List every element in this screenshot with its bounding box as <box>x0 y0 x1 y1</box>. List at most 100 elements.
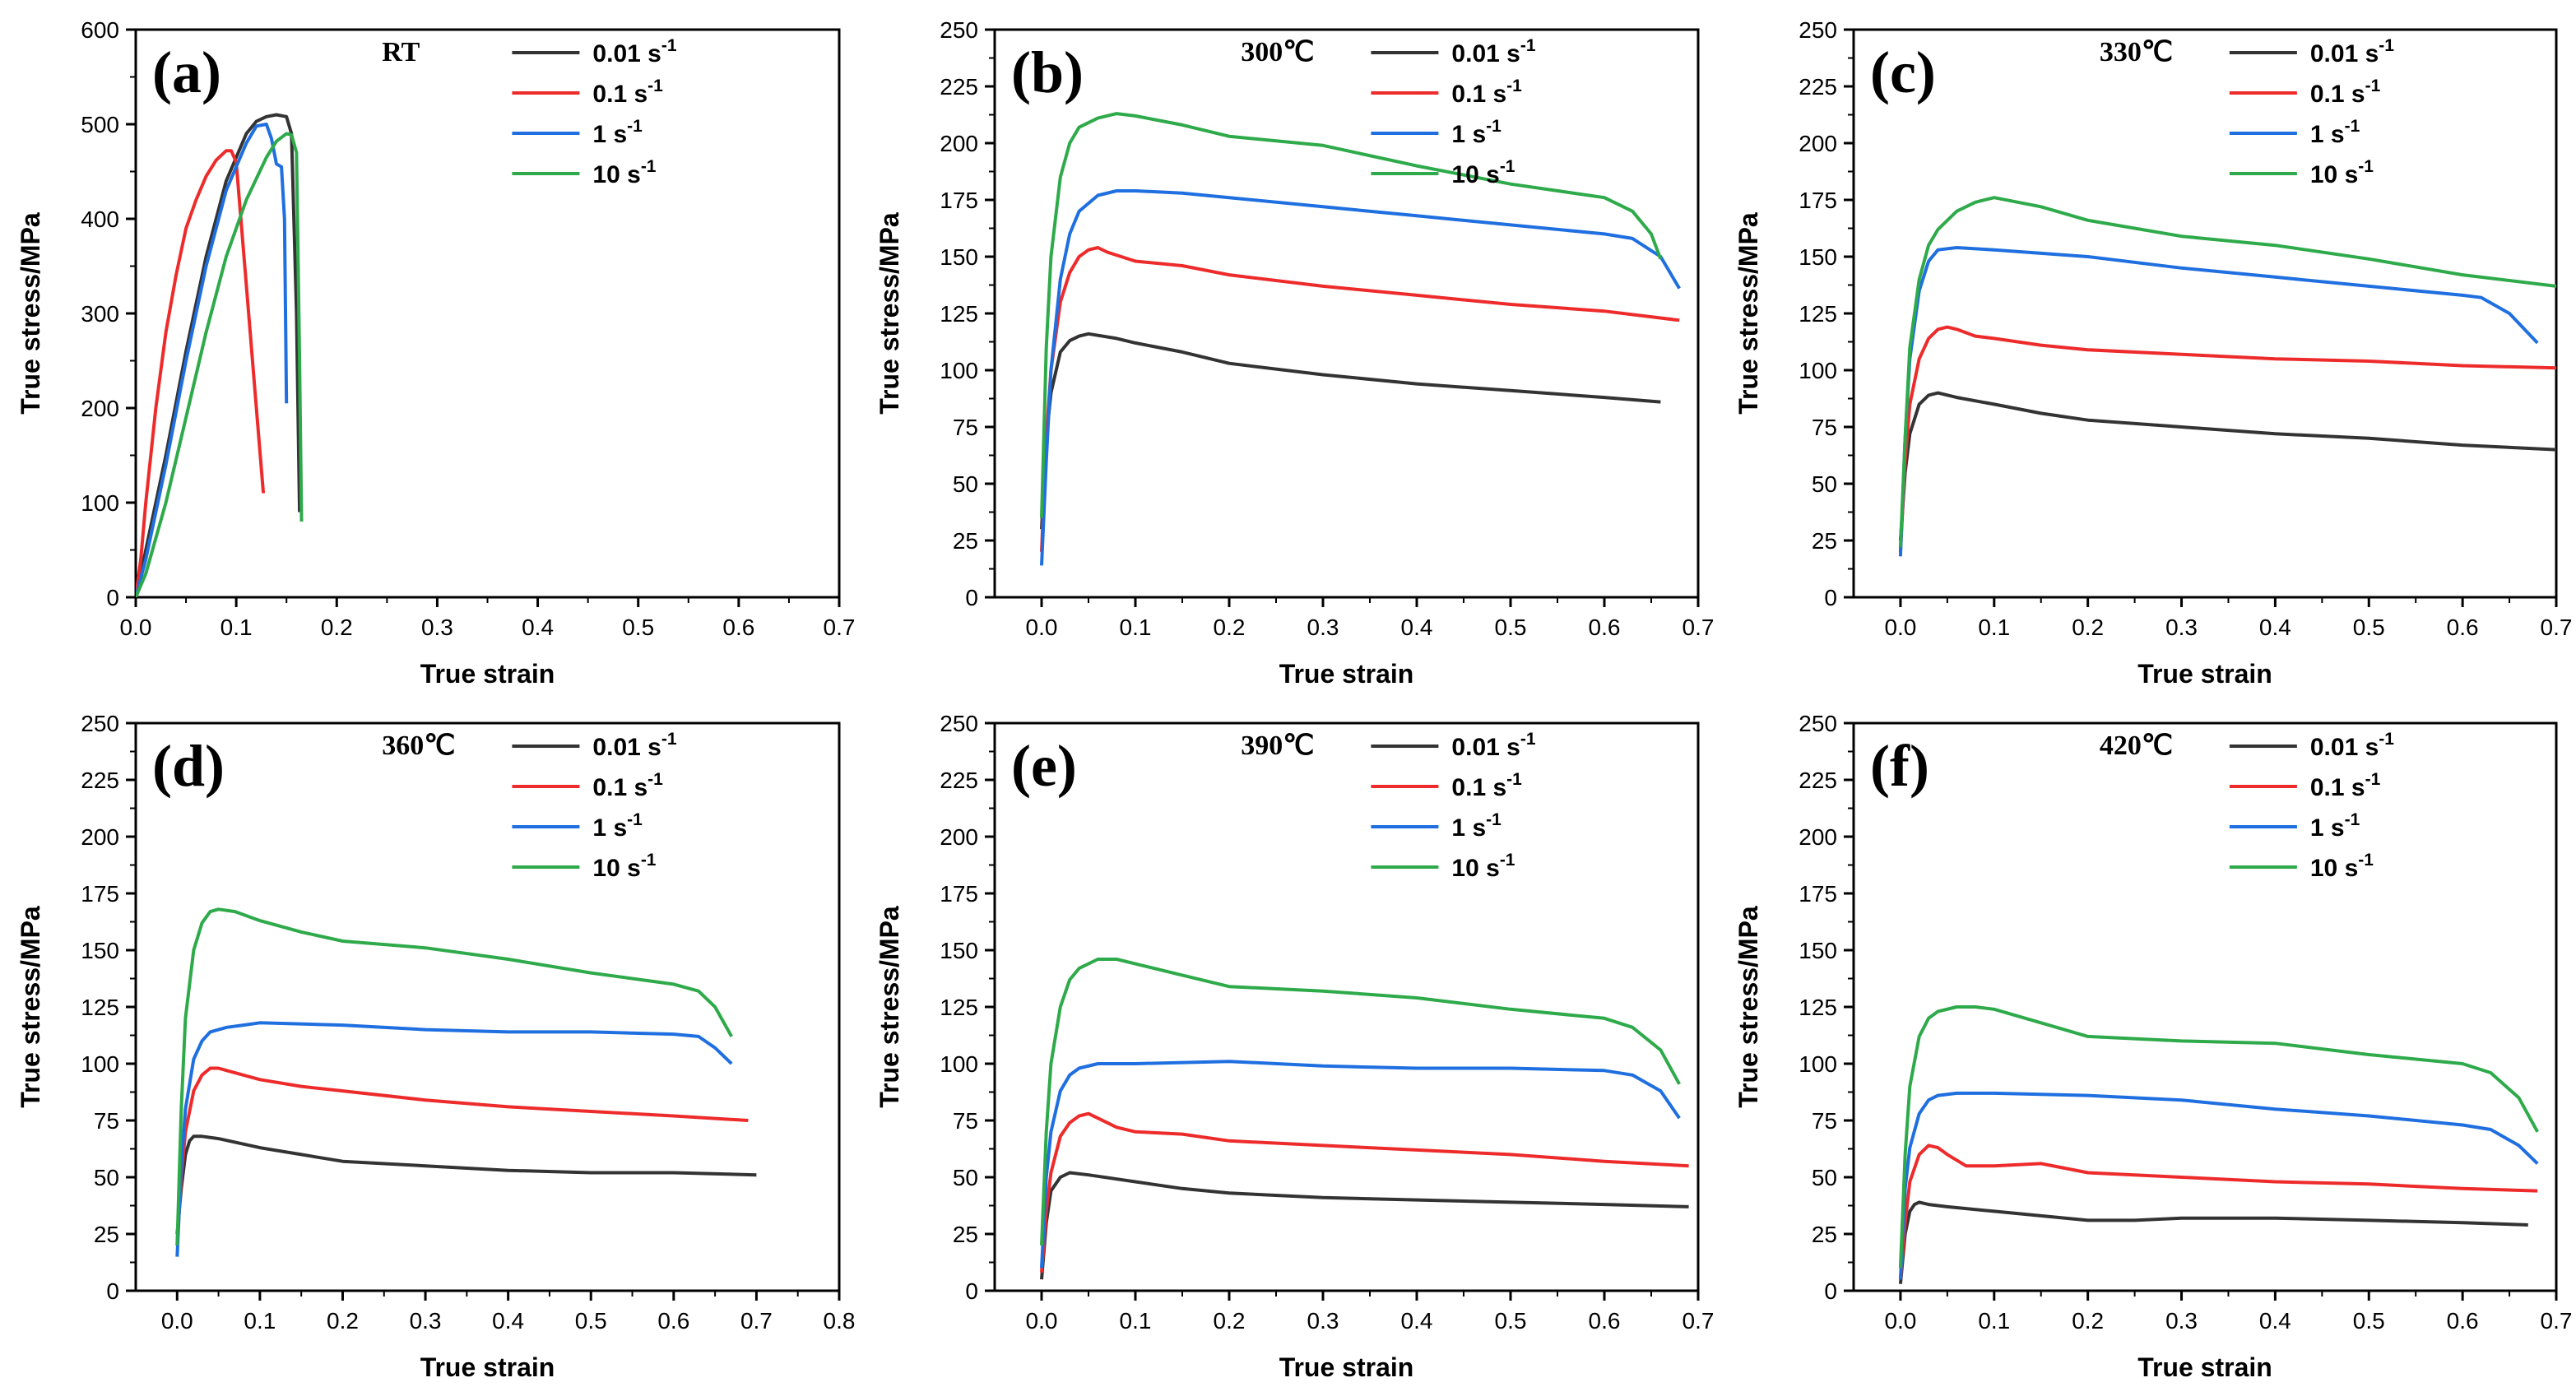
x-tick-label: 0.4 <box>2259 615 2291 640</box>
series-line <box>175 1134 757 1235</box>
y-tick-label: 200 <box>1799 824 1837 850</box>
series-line <box>1040 1171 1689 1280</box>
x-tick-label: 0.1 <box>220 615 253 640</box>
y-tick-label: 175 <box>1799 188 1837 213</box>
x-tick-label: 0.6 <box>657 1308 689 1334</box>
series-line <box>1898 1143 2538 1280</box>
panel-label: (b) <box>1011 39 1084 105</box>
y-tick-label: 0 <box>1824 585 1837 610</box>
y-tick-label: 400 <box>81 206 119 232</box>
y-axis-title: True stress/MPa <box>875 212 904 415</box>
x-tick-label: 0.7 <box>824 615 856 640</box>
plot-frame <box>134 721 841 1292</box>
x-axis-title: True strain <box>420 659 555 689</box>
x-tick-label: 0.6 <box>1589 1308 1621 1334</box>
legend-label: 0.1 s-1 <box>592 77 663 108</box>
legend-label: 0.1 s-1 <box>2310 77 2381 108</box>
legend-label: 0.1 s-1 <box>2310 770 2381 801</box>
legend-label: 0.01 s-1 <box>2310 730 2394 761</box>
series-line <box>1040 1060 1681 1269</box>
panel-label: (d) <box>152 733 225 799</box>
x-tick-label: 0.3 <box>1307 1308 1339 1334</box>
y-axis-title: True stress/MPa <box>16 906 45 1108</box>
x-tick-label: 0.3 <box>410 1308 442 1334</box>
y-tick-label: 50 <box>953 471 978 497</box>
y-tick-label: 125 <box>940 995 978 1020</box>
x-tick-label: 0.1 <box>244 1308 276 1334</box>
plot-frame <box>1852 28 2558 599</box>
series-line <box>1040 332 1661 530</box>
y-tick-label: 125 <box>940 301 978 327</box>
y-tick-label: 225 <box>81 768 119 793</box>
y-tick-label: 100 <box>940 358 978 383</box>
chart-panel: 0.0 0.1 0.2 0.3 0.4 0.5 0.6 0.7 0 25 50 75 100 125 150… <box>1734 17 2573 689</box>
legend-label: 0.1 s-1 <box>592 770 663 801</box>
series-line <box>1040 246 1680 552</box>
y-tick-label: 100 <box>940 1051 978 1077</box>
legend-label: 1 s-1 <box>592 810 643 842</box>
y-tick-label: 0 <box>965 585 978 610</box>
x-tick-label: 0.4 <box>1401 1308 1433 1334</box>
x-tick-label: 0.1 <box>1978 1308 2010 1334</box>
y-axis-title: True stress/MPa <box>1734 906 1763 1108</box>
x-tick-label: 0.6 <box>2447 615 2479 640</box>
condition-label: 420℃ <box>2100 731 2173 761</box>
y-tick-label: 125 <box>1799 301 1837 327</box>
y-tick-label: 0 <box>1824 1278 1837 1304</box>
plot-frame <box>993 28 1700 599</box>
y-tick-label: 200 <box>81 396 119 421</box>
y-tick-label: 25 <box>1812 1222 1837 1247</box>
series-line <box>1898 325 2556 552</box>
y-tick-label: 175 <box>940 188 978 213</box>
x-tick-label: 0.7 <box>740 1308 773 1334</box>
x-tick-label: 0.5 <box>575 1308 607 1334</box>
series-line <box>1898 1091 2539 1280</box>
y-tick-label: 25 <box>1812 528 1837 554</box>
x-axis-title: True strain <box>1279 1352 1414 1382</box>
legend-label: 10 s-1 <box>592 157 656 188</box>
condition-label: 300℃ <box>1241 37 1314 67</box>
x-axis-title: True strain <box>2137 659 2272 689</box>
panel-label: (c) <box>1870 39 1936 105</box>
chart-panel: 0.0 0.1 0.2 0.3 0.4 0.5 0.6 0.7 0 100 200 300 400 500… <box>16 17 856 689</box>
y-tick-label: 0 <box>965 1278 978 1304</box>
x-tick-label: 0.0 <box>1026 1308 1058 1334</box>
legend-label: 0.01 s-1 <box>2310 36 2394 67</box>
x-tick-label: 0.6 <box>1589 615 1621 640</box>
x-tick-label: 0.4 <box>492 1308 524 1334</box>
plot-frame <box>134 28 841 599</box>
x-tick-label: 0.1 <box>1978 615 2010 640</box>
x-tick-label: 0.4 <box>2259 1308 2291 1334</box>
y-axis-title: True stress/MPa <box>16 212 45 415</box>
y-tick-label: 50 <box>953 1165 978 1190</box>
series-line <box>175 1066 749 1246</box>
x-tick-label: 0.0 <box>1884 615 1916 640</box>
x-tick-label: 0.7 <box>2541 615 2573 640</box>
y-tick-label: 225 <box>940 74 978 100</box>
y-tick-label: 500 <box>81 112 119 137</box>
condition-label: 390℃ <box>1241 731 1314 761</box>
x-tick-label: 0.2 <box>1214 615 1246 640</box>
x-tick-label: 0.5 <box>1495 615 1527 640</box>
x-tick-label: 0.3 <box>421 615 453 640</box>
legend-label: 10 s-1 <box>2310 851 2374 882</box>
y-tick-label: 50 <box>1812 1165 1837 1190</box>
x-tick-label: 0.4 <box>522 615 554 640</box>
y-tick-label: 25 <box>94 1222 119 1247</box>
legend-label: 1 s-1 <box>2310 810 2360 842</box>
y-tick-label: 175 <box>1799 881 1837 907</box>
y-tick-label: 0 <box>106 585 119 610</box>
y-tick-label: 25 <box>953 1222 978 1247</box>
x-tick-label: 0.8 <box>824 1308 856 1334</box>
y-tick-label: 250 <box>1799 17 1837 43</box>
y-tick-label: 250 <box>940 17 978 43</box>
y-tick-label: 125 <box>81 995 119 1020</box>
legend-label: 1 s-1 <box>1451 810 1502 842</box>
x-tick-label: 0.7 <box>1683 1308 1715 1334</box>
legend-label: 0.01 s-1 <box>1451 730 1535 761</box>
legend-label: 0.01 s-1 <box>592 730 676 761</box>
legend-label: 0.1 s-1 <box>1451 770 1522 801</box>
condition-label: RT <box>382 37 420 67</box>
x-tick-label: 0.7 <box>1683 615 1715 640</box>
y-tick-label: 25 <box>953 528 978 554</box>
